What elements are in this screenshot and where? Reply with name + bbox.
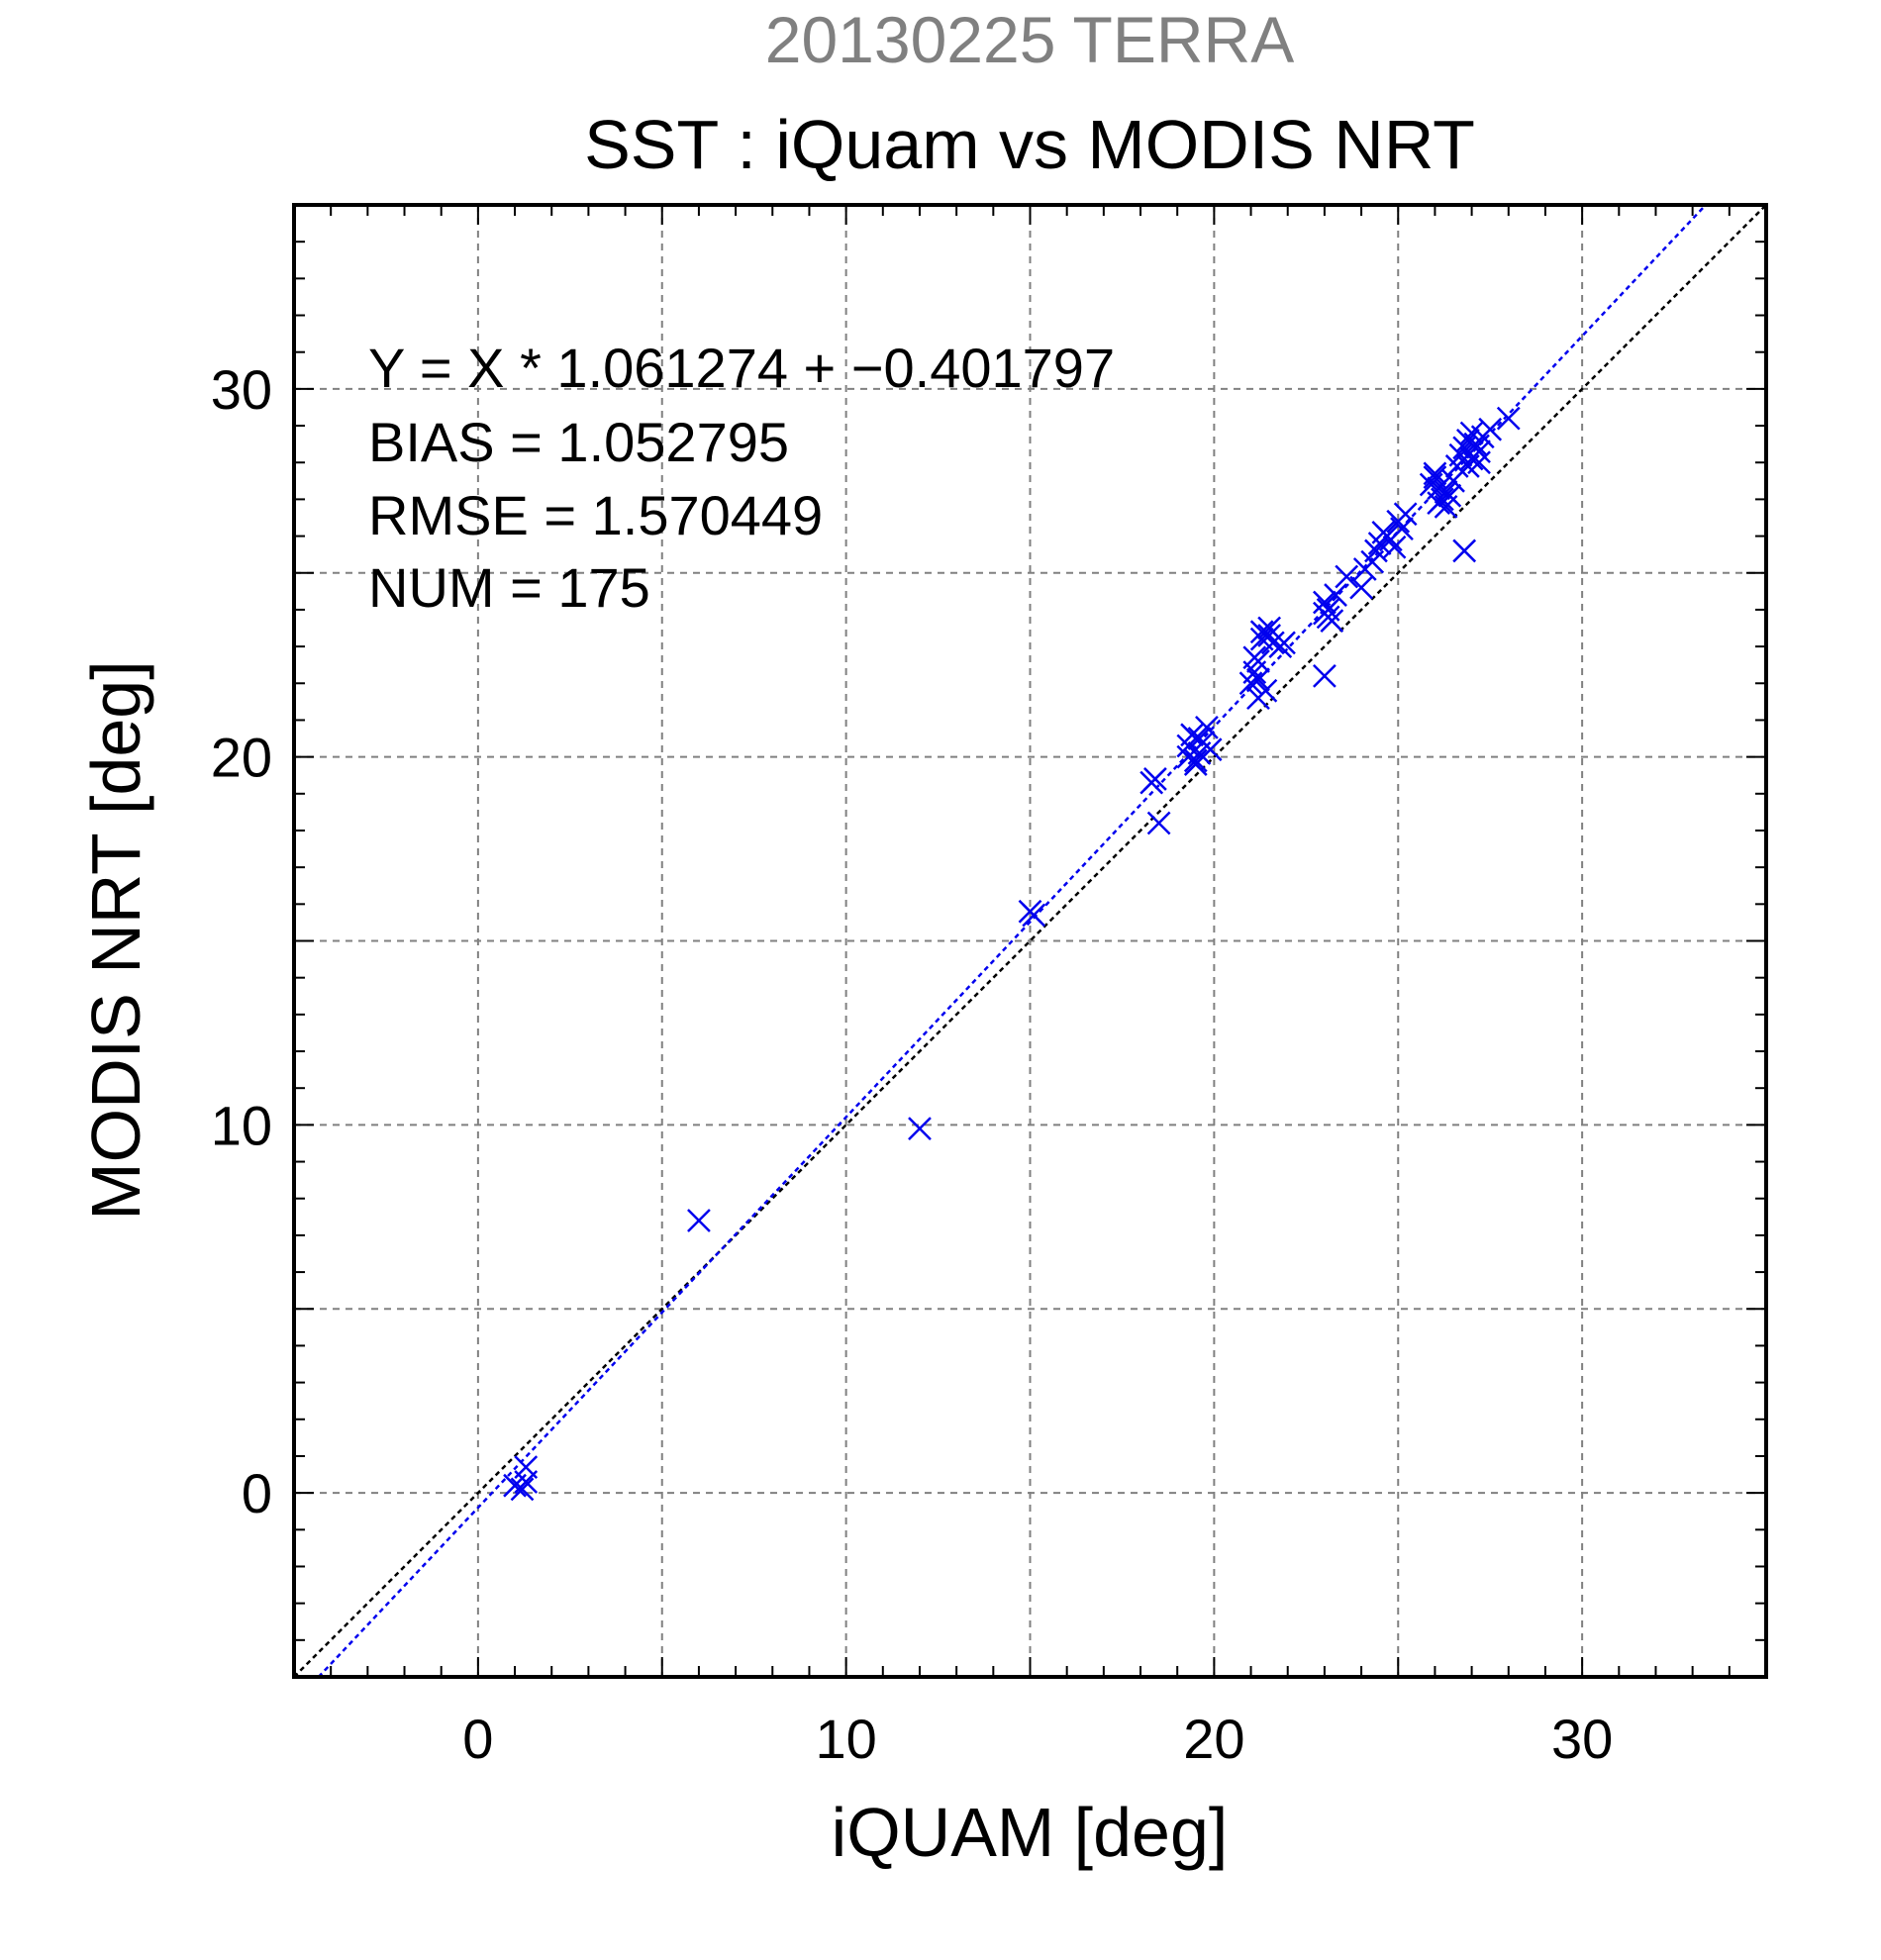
data-point: [1423, 461, 1447, 486]
tick-labels: 0 10 20 30 0 10 20 30: [211, 358, 1614, 1770]
data-point: [1257, 616, 1282, 640]
x-tick-label: 20: [1183, 1708, 1244, 1770]
x-tick-label: 30: [1551, 1708, 1613, 1770]
data-point: [1478, 417, 1503, 441]
grid: [294, 205, 1766, 1677]
data-point: [1463, 436, 1488, 460]
data-point: [1176, 744, 1201, 769]
data-point: [1393, 502, 1418, 527]
data-point: [1423, 465, 1447, 489]
y-tick-label: 30: [211, 358, 272, 421]
data-point: [1452, 539, 1477, 563]
data-point: [1253, 678, 1278, 703]
data-point: [1364, 539, 1388, 563]
data-point: [687, 1209, 711, 1232]
data-point: [1022, 903, 1046, 928]
data-point: [1441, 468, 1465, 493]
data-point: [908, 1117, 932, 1140]
data-point: [1316, 605, 1340, 630]
data-point: [1313, 590, 1336, 615]
data-point: [1195, 716, 1219, 739]
fit-line: [317, 205, 1708, 1677]
data-point: [1349, 575, 1373, 600]
reference-lines: [294, 205, 1766, 1677]
stats-rmse: RMSE = 1.570449: [368, 484, 823, 546]
data-point: [1496, 406, 1521, 431]
stats-equation: Y = X * 1.061274 + −0.401797: [368, 337, 1115, 399]
data-point: [1246, 667, 1270, 692]
stats-box: Y = X * 1.061274 + −0.401797 BIAS = 1.05…: [368, 337, 1115, 619]
data-point: [1313, 663, 1336, 688]
x-tick-label: 10: [815, 1708, 876, 1770]
plot-frame: [292, 203, 1768, 1679]
data-point: [1242, 645, 1267, 670]
y-tick-label: 0: [242, 1462, 272, 1524]
data-points: [503, 406, 1521, 1502]
data-point: [1187, 727, 1212, 750]
data-point: [514, 1455, 539, 1479]
data-point: [1180, 723, 1204, 747]
stats-num: NUM = 175: [368, 556, 650, 619]
x-axis-label: iQUAM [deg]: [832, 1794, 1229, 1871]
data-point: [1382, 535, 1407, 559]
y-axis-label: MODIS NRT [deg]: [77, 660, 154, 1220]
data-point: [1335, 564, 1359, 589]
data-point: [1390, 517, 1414, 541]
stats-bias: BIAS = 1.052795: [368, 411, 789, 473]
data-point: [1143, 767, 1167, 791]
data-point: [1324, 583, 1347, 607]
data-point: [510, 1477, 535, 1502]
data-point: [1183, 748, 1208, 773]
data-point: [1427, 491, 1451, 516]
data-point: [1146, 811, 1171, 835]
chart-supertitle: 20130225 TERRA: [765, 3, 1294, 76]
data-point: [1467, 450, 1491, 475]
y-tick-label: 20: [211, 727, 272, 789]
y-tick-label: 10: [211, 1094, 272, 1156]
chart-title: SST : iQuam vs MODIS NRT: [584, 106, 1475, 183]
x-tick-label: 0: [462, 1708, 493, 1770]
data-point: [1375, 524, 1399, 548]
data-point: [1260, 631, 1285, 655]
data-point: [1434, 480, 1458, 504]
